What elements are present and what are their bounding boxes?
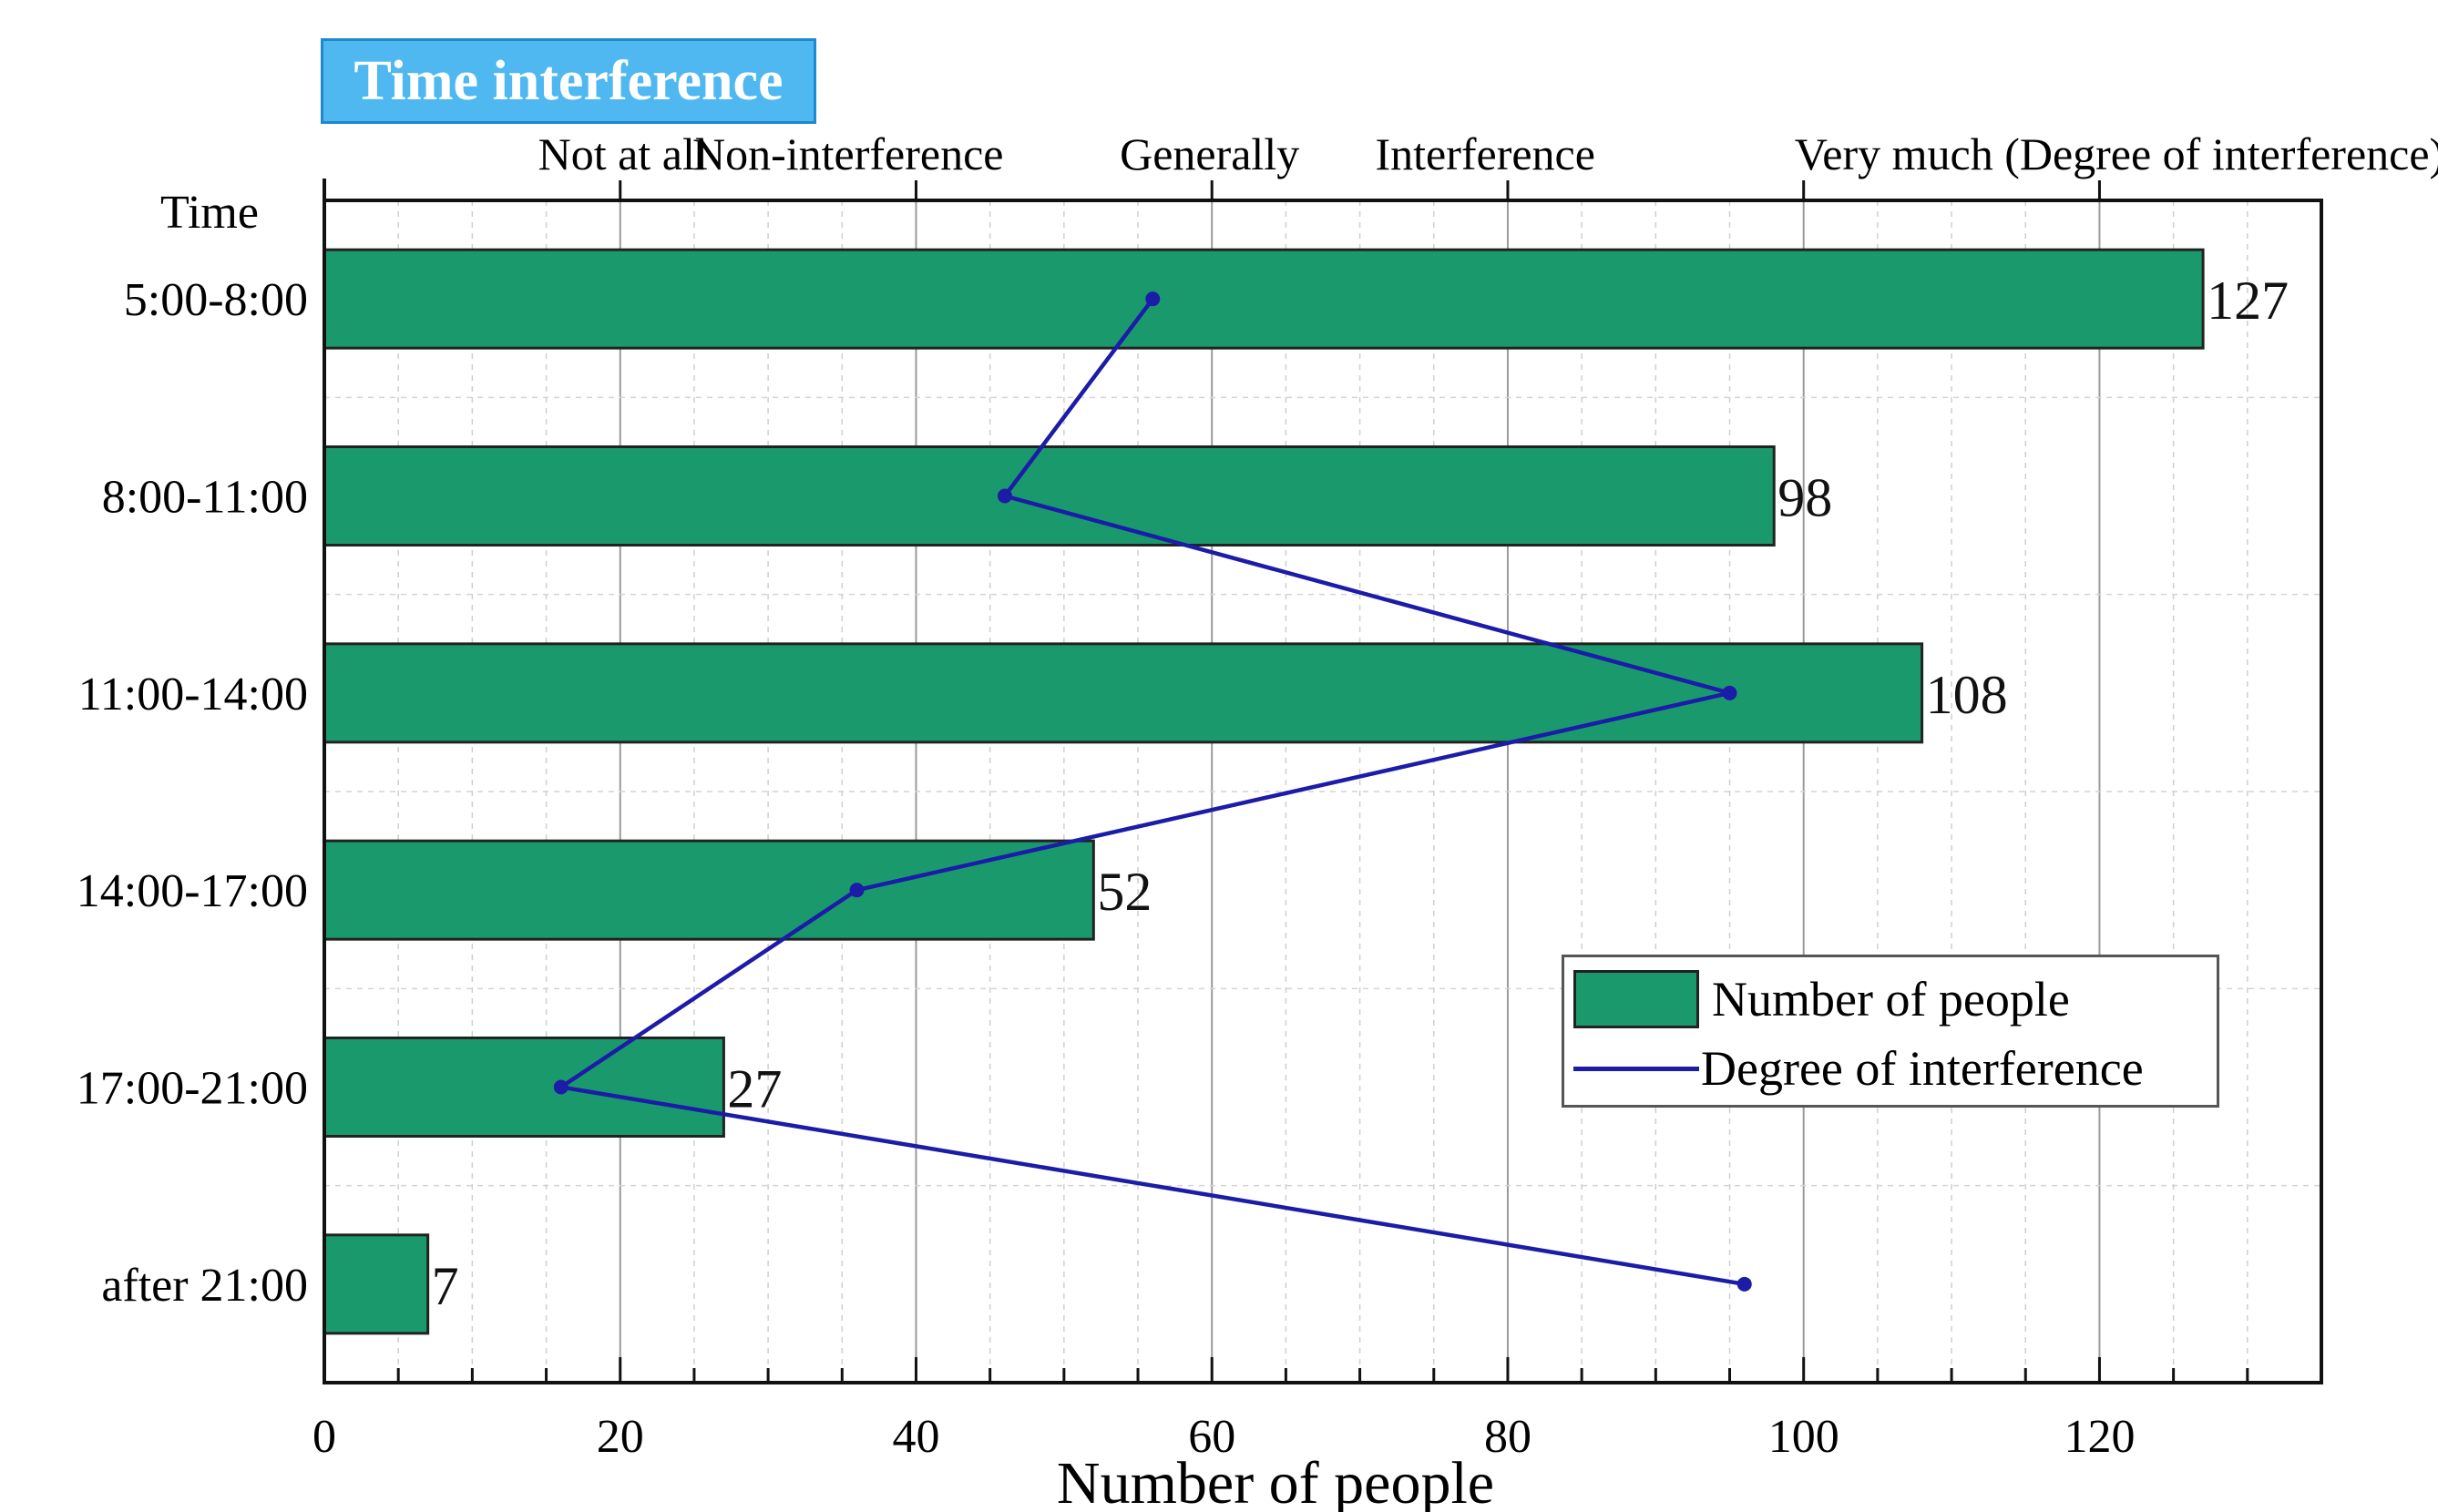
bar bbox=[323, 1233, 430, 1335]
interference-point bbox=[1145, 291, 1161, 307]
x-tick-label: 40 bbox=[892, 1411, 939, 1463]
category-label: after 21:00 bbox=[101, 1260, 308, 1312]
x-tick-label: 0 bbox=[312, 1411, 336, 1463]
top-axis-label: Interference bbox=[1375, 128, 1594, 179]
category-label: 14:00-17:00 bbox=[77, 865, 308, 917]
grid bbox=[324, 200, 2321, 1383]
legend-label-line: Degree of interference bbox=[1701, 1041, 2144, 1096]
category-label: 17:00-21:00 bbox=[77, 1063, 308, 1115]
category-label: 8:00-11:00 bbox=[102, 472, 308, 524]
legend-swatch-line bbox=[1573, 1066, 1699, 1071]
x-tick-label: 60 bbox=[1188, 1411, 1235, 1463]
bar-value-label: 127 bbox=[2207, 271, 2289, 331]
bar-value-label: 27 bbox=[727, 1059, 782, 1119]
interference-point bbox=[553, 1079, 569, 1095]
interference-point bbox=[997, 488, 1012, 504]
legend: Number of people Degree of interference bbox=[1562, 955, 2219, 1108]
bar bbox=[323, 445, 1776, 547]
bar-value-label: 52 bbox=[1097, 862, 1152, 922]
interference-point bbox=[849, 883, 865, 898]
bar-value-label: 7 bbox=[432, 1256, 459, 1316]
top-axis-label: Very much (Degree of interference) bbox=[1795, 128, 2438, 179]
bars bbox=[323, 248, 2205, 1335]
category-label: 11:00-14:00 bbox=[78, 669, 308, 720]
x-axis-title: Number of people bbox=[1057, 1450, 1494, 1512]
interference-line bbox=[553, 291, 1752, 1292]
top-axis-label: Generally bbox=[1120, 128, 1299, 179]
labels: 127 98 108 52 27 7 0 20 40 60 80 100 120 Number of pe… bbox=[77, 128, 2438, 1512]
chart-title-box: Time interference bbox=[321, 38, 816, 124]
bar bbox=[323, 1037, 725, 1138]
x-tick-label: 20 bbox=[597, 1411, 644, 1463]
bar bbox=[323, 642, 1924, 744]
interference-point bbox=[1736, 1276, 1752, 1292]
interference-polyline bbox=[555, 297, 1746, 1287]
y-axis-title: Time bbox=[160, 187, 259, 239]
bar bbox=[323, 839, 1095, 941]
plot-frame bbox=[323, 199, 2323, 1384]
legend-item-bars: Number of people bbox=[1564, 965, 2070, 1034]
x-tick-label: 80 bbox=[1484, 1411, 1531, 1463]
x-tick-label: 100 bbox=[1768, 1411, 1839, 1463]
x-tick-label: 120 bbox=[2064, 1411, 2135, 1463]
interference-point bbox=[1722, 685, 1737, 700]
bar-value-label: 98 bbox=[1777, 468, 1832, 528]
bar-value-label: 108 bbox=[1926, 665, 2008, 725]
legend-item-line: Degree of interference bbox=[1564, 1034, 2144, 1103]
top-axis-label: Not at all bbox=[538, 128, 708, 179]
chart-title: Time interference bbox=[353, 49, 784, 112]
top-axis-label: Non-interference bbox=[692, 128, 1003, 179]
axes bbox=[323, 179, 2323, 1384]
bar bbox=[323, 248, 2205, 350]
legend-label-bars: Number of people bbox=[1712, 972, 2070, 1027]
legend-swatch-bar bbox=[1573, 970, 1699, 1028]
category-label: 5:00-8:00 bbox=[124, 274, 308, 326]
